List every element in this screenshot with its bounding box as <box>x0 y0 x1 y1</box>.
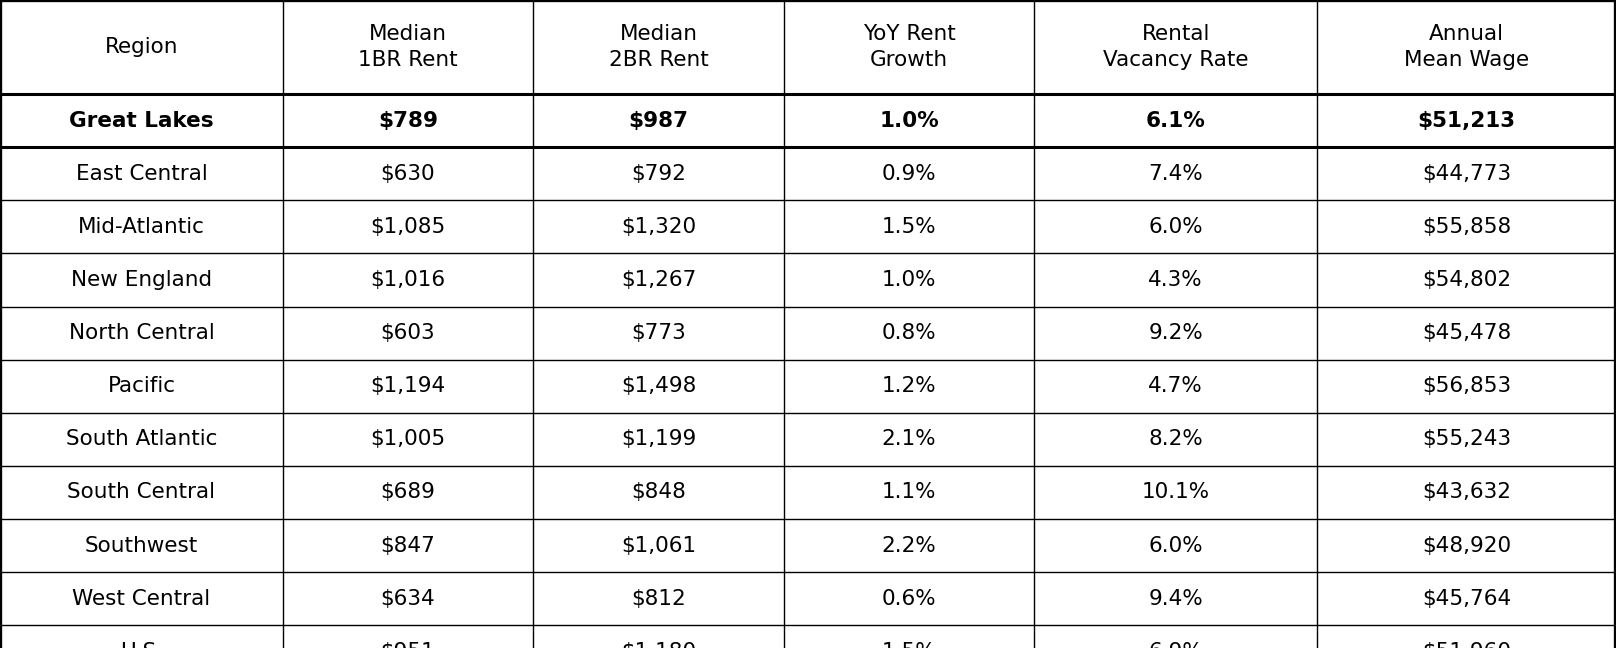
Text: $1,498: $1,498 <box>621 376 696 396</box>
Text: Southwest: Southwest <box>84 536 199 555</box>
Text: South Central: South Central <box>68 483 215 502</box>
Text: $773: $773 <box>632 323 685 343</box>
Text: $1,194: $1,194 <box>370 376 446 396</box>
Text: 1.5%: 1.5% <box>882 217 936 237</box>
Text: 6.0%: 6.0% <box>1149 217 1202 237</box>
Text: 1.5%: 1.5% <box>882 642 936 648</box>
Text: $54,802: $54,802 <box>1422 270 1511 290</box>
Text: 1.0%: 1.0% <box>879 111 939 130</box>
Text: 2.2%: 2.2% <box>882 536 936 555</box>
Text: U.S.: U.S. <box>120 642 163 648</box>
Text: Region: Region <box>105 37 178 57</box>
Text: Rental
Vacancy Rate: Rental Vacancy Rate <box>1102 24 1249 70</box>
Text: 1.1%: 1.1% <box>882 483 936 502</box>
Text: 10.1%: 10.1% <box>1141 483 1210 502</box>
Text: YoY Rent
Growth: YoY Rent Growth <box>863 24 955 70</box>
Text: 0.6%: 0.6% <box>882 589 936 608</box>
Text: $1,085: $1,085 <box>370 217 446 237</box>
Text: 7.4%: 7.4% <box>1149 164 1202 183</box>
Text: 1.0%: 1.0% <box>882 270 936 290</box>
Text: 1.2%: 1.2% <box>882 376 936 396</box>
Text: $847: $847 <box>381 536 435 555</box>
Text: 8.2%: 8.2% <box>1149 430 1202 449</box>
Text: Annual
Mean Wage: Annual Mean Wage <box>1404 24 1529 70</box>
Text: $1,199: $1,199 <box>621 430 696 449</box>
Text: $987: $987 <box>629 111 688 130</box>
Text: Great Lakes: Great Lakes <box>69 111 213 130</box>
Text: $792: $792 <box>632 164 685 183</box>
Text: $55,243: $55,243 <box>1422 430 1511 449</box>
Text: $1,005: $1,005 <box>370 430 446 449</box>
Text: 0.9%: 0.9% <box>882 164 936 183</box>
Text: North Central: North Central <box>68 323 215 343</box>
Text: $689: $689 <box>381 483 435 502</box>
Text: $44,773: $44,773 <box>1422 164 1511 183</box>
Text: $56,853: $56,853 <box>1422 376 1511 396</box>
Text: $603: $603 <box>381 323 435 343</box>
Text: 4.3%: 4.3% <box>1149 270 1202 290</box>
Text: New England: New England <box>71 270 212 290</box>
Text: $48,920: $48,920 <box>1422 536 1511 555</box>
Text: 4.7%: 4.7% <box>1149 376 1202 396</box>
Text: $630: $630 <box>381 164 435 183</box>
Text: $1,320: $1,320 <box>621 217 696 237</box>
Text: $951: $951 <box>381 642 435 648</box>
Text: 6.1%: 6.1% <box>1146 111 1206 130</box>
Text: East Central: East Central <box>76 164 207 183</box>
Text: Mid-Atlantic: Mid-Atlantic <box>78 217 205 237</box>
Text: Median
1BR Rent: Median 1BR Rent <box>359 24 457 70</box>
Text: $634: $634 <box>381 589 435 608</box>
Text: Pacific: Pacific <box>107 376 176 396</box>
Text: 9.4%: 9.4% <box>1149 589 1202 608</box>
Text: West Central: West Central <box>73 589 210 608</box>
Text: $45,478: $45,478 <box>1422 323 1511 343</box>
Text: $51,960: $51,960 <box>1422 642 1511 648</box>
Text: 6.0%: 6.0% <box>1149 536 1202 555</box>
Text: Median
2BR Rent: Median 2BR Rent <box>609 24 708 70</box>
Text: South Atlantic: South Atlantic <box>66 430 217 449</box>
Text: $55,858: $55,858 <box>1422 217 1511 237</box>
Text: $848: $848 <box>632 483 685 502</box>
Text: $1,016: $1,016 <box>370 270 446 290</box>
Text: 2.1%: 2.1% <box>882 430 936 449</box>
Text: $45,764: $45,764 <box>1422 589 1511 608</box>
Text: $789: $789 <box>378 111 438 130</box>
Text: $1,267: $1,267 <box>621 270 696 290</box>
Text: 9.2%: 9.2% <box>1149 323 1202 343</box>
Text: $1,180: $1,180 <box>621 642 696 648</box>
Text: 0.8%: 0.8% <box>882 323 936 343</box>
Text: $51,213: $51,213 <box>1417 111 1516 130</box>
Text: $43,632: $43,632 <box>1422 483 1511 502</box>
Text: $1,061: $1,061 <box>621 536 696 555</box>
Text: $812: $812 <box>632 589 685 608</box>
Text: 6.9%: 6.9% <box>1149 642 1202 648</box>
